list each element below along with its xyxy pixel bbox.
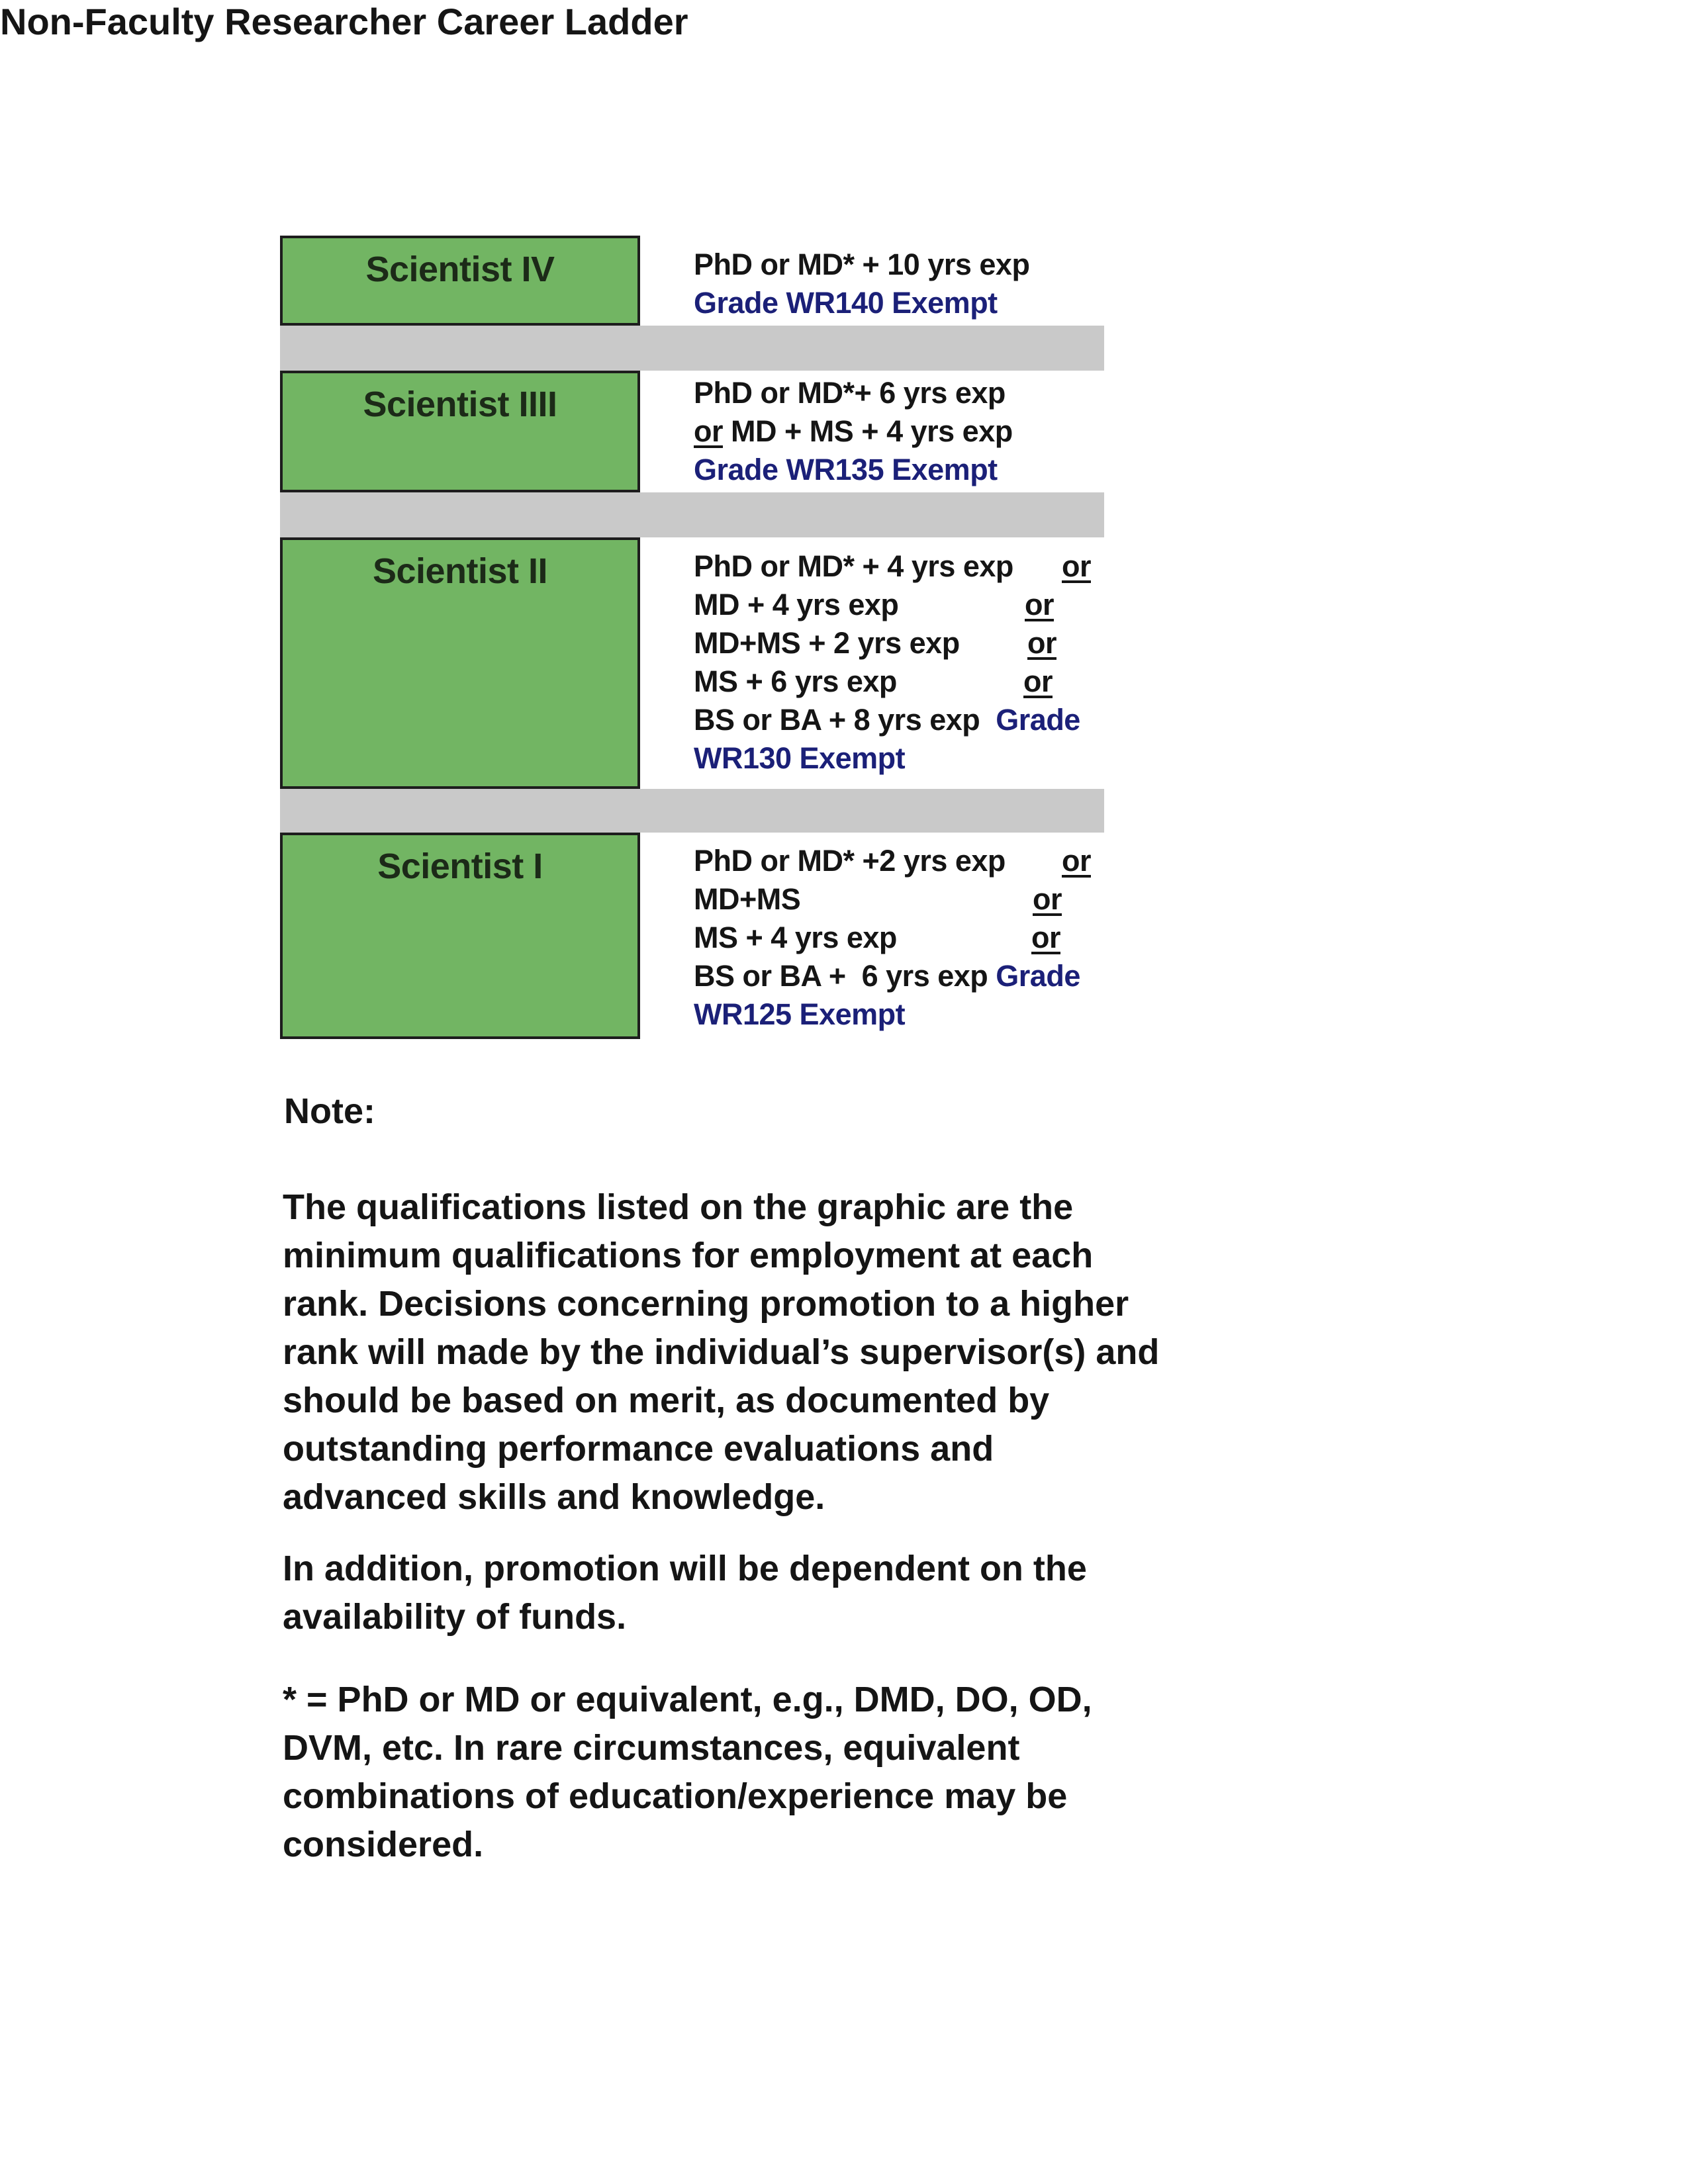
grade-line: Grade WR135 Exempt — [694, 453, 998, 486]
rank-label: Scientist II — [372, 551, 548, 591]
rank-label: Scientist IIII — [363, 385, 557, 424]
note-paragraph-footnote: * = PhD or MD or equivalent, e.g., DMD, … — [283, 1676, 1092, 1869]
or-connector: or — [1031, 921, 1061, 954]
qual-line: PhD or MD*+ 6 yrs exp — [694, 376, 1006, 410]
grade-line: WR130 Exempt — [694, 741, 906, 775]
note-paragraph-funds: In addition, promotion will be dependent… — [283, 1545, 1087, 1641]
note-heading: Note: — [284, 1091, 375, 1131]
rank-box-scientist-iiii: Scientist IIII — [280, 371, 640, 492]
qual-text: BS or BA + 8 yrs exp — [694, 703, 980, 737]
or-connector: or — [1027, 626, 1057, 660]
paragraph-line: rank. Decisions concerning promotion to … — [283, 1284, 1129, 1324]
separator-band — [280, 492, 1104, 537]
qual-line: MD + 4 yrs exp or — [694, 586, 1080, 624]
note-paragraph-qualifications: The qualifications listed on the graphic… — [283, 1183, 1159, 1522]
grade-line: WR125 Exempt — [694, 997, 906, 1031]
paragraph-line: minimum qualifications for employment at… — [283, 1236, 1094, 1275]
qual-line: PhD or MD* +2 yrs exp or — [694, 842, 1092, 880]
rank-label: Scientist IV — [365, 250, 555, 289]
page-title: Non-Faculty Researcher Career Ladder — [0, 1, 688, 42]
paragraph-line: should be based on merit, as documented … — [283, 1381, 1050, 1420]
paragraph-line: availability of funds. — [283, 1597, 627, 1637]
qualifications-scientist-iiii: PhD or MD*+ 6 yrs exp or MD + MS + 4 yrs… — [694, 374, 1013, 489]
rank-box-scientist-iv: Scientist IV — [280, 236, 640, 326]
rank-label: Scientist I — [377, 846, 543, 886]
qual-line: PhD or MD* + 10 yrs exp — [694, 248, 1030, 281]
qual-text: MD + MS + 4 yrs exp — [731, 414, 1013, 448]
paragraph-line: advanced skills and knowledge. — [283, 1477, 825, 1517]
paragraph-line: outstanding performance evaluations and — [283, 1429, 994, 1469]
qual-text: MD + 4 yrs exp — [694, 588, 899, 621]
qual-text: PhD or MD* +2 yrs exp — [694, 844, 1006, 878]
qual-line: PhD or MD* + 4 yrs exp or — [694, 547, 1092, 586]
paragraph-line: The qualifications listed on the graphic… — [283, 1187, 1074, 1227]
qualifications-scientist-iv: PhD or MD* + 10 yrs exp Grade WR140 Exem… — [694, 246, 1030, 322]
or-connector: or — [694, 414, 724, 448]
qual-line: MS + 6 yrs exp or — [694, 662, 1080, 701]
qual-text: PhD or MD* + 4 yrs exp — [694, 549, 1013, 583]
paragraph-line: * = PhD or MD or equivalent, e.g., DMD, … — [283, 1680, 1092, 1719]
qual-text: MD+MS — [694, 882, 801, 916]
qualifications-scientist-ii: PhD or MD* + 4 yrs exp or MD + 4 yrs exp o… — [694, 547, 1092, 778]
grade-line: Grade WR140 Exempt — [694, 286, 998, 320]
paragraph-line: considered. — [283, 1825, 484, 1864]
or-connector: or — [1062, 844, 1092, 878]
qual-line: MD+MS + 2 yrs exp or — [694, 624, 1080, 662]
qual-line: or MD + MS + 4 yrs exp — [694, 412, 1013, 451]
separator-band — [280, 789, 1104, 833]
grade-text: Grade — [996, 703, 1080, 737]
qual-text: MD+MS + 2 yrs exp — [694, 626, 960, 660]
qual-line: MD+MS or — [694, 880, 1080, 919]
paragraph-line: DVM, etc. In rare circumstances, equival… — [283, 1728, 1020, 1768]
separator-band — [280, 326, 1104, 371]
qual-text: MS + 4 yrs exp — [694, 921, 897, 954]
qual-line: BS or BA + 6 yrs exp Grade — [694, 957, 1080, 995]
grade-text: Grade — [996, 959, 1080, 993]
qual-line: MS + 4 yrs exp or — [694, 919, 1080, 957]
or-connector: or — [1023, 664, 1053, 698]
or-connector: or — [1062, 549, 1092, 583]
paragraph-line: rank will made by the individual’s super… — [283, 1332, 1160, 1372]
rank-box-scientist-i: Scientist I — [280, 833, 640, 1039]
or-connector: or — [1033, 882, 1062, 916]
paragraph-line: In addition, promotion will be dependent… — [283, 1549, 1087, 1588]
qualifications-scientist-i: PhD or MD* +2 yrs exp or MD+MS or MS + 4 y… — [694, 842, 1092, 1034]
rank-box-scientist-ii: Scientist II — [280, 537, 640, 789]
qual-text: BS or BA + 6 yrs exp — [694, 959, 988, 993]
paragraph-line: combinations of education/experience may… — [283, 1776, 1068, 1816]
qual-text: MS + 6 yrs exp — [694, 664, 897, 698]
qual-line: BS or BA + 8 yrs exp Grade — [694, 701, 1080, 739]
or-connector: or — [1025, 588, 1055, 621]
